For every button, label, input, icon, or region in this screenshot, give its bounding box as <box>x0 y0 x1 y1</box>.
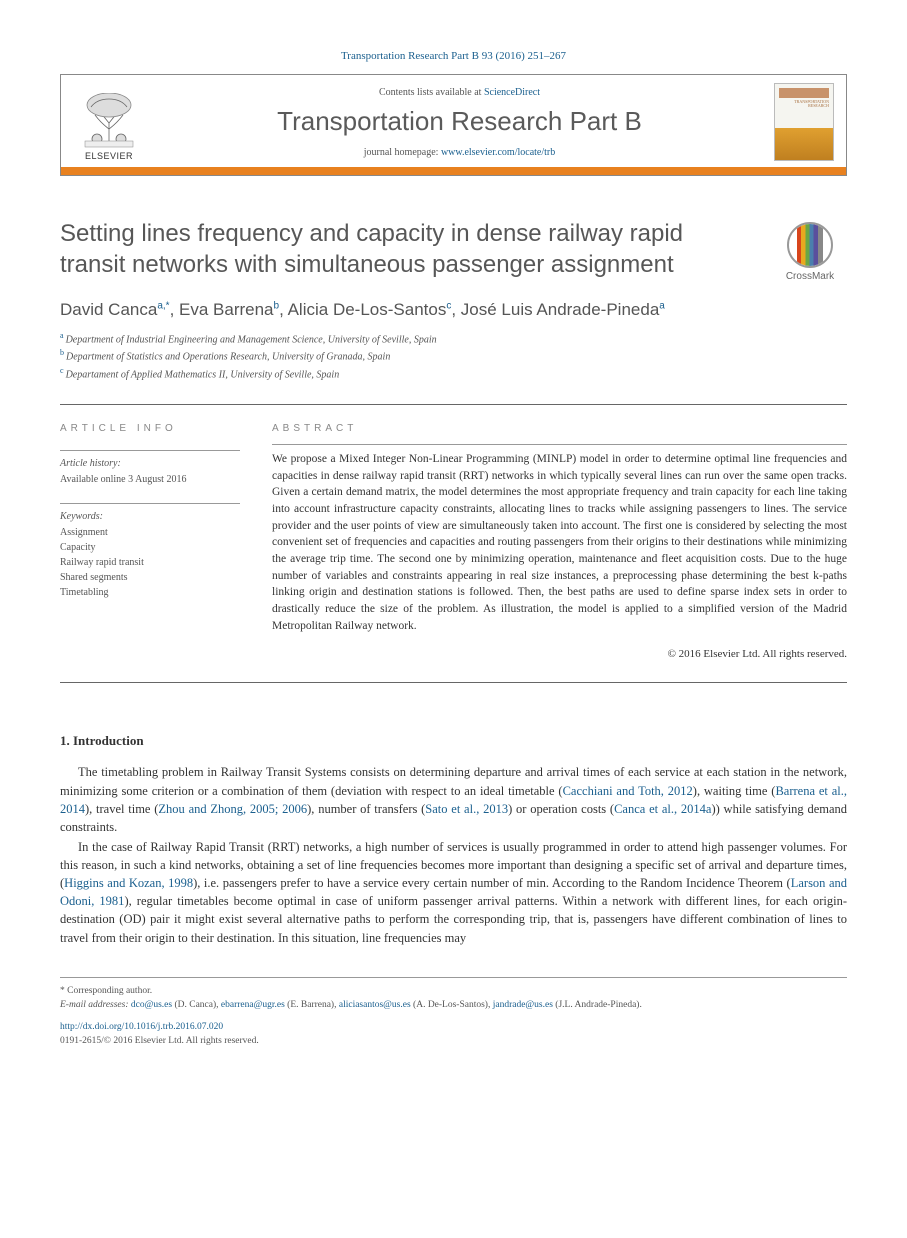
keyword: Timetabling <box>60 585 240 600</box>
author-name: Eva Barrena <box>179 300 274 319</box>
orange-accent-bar <box>61 167 846 175</box>
abstract-column: ABSTRACT We propose a Mixed Integer Non-… <box>272 423 847 660</box>
crossmark-badge[interactable]: CrossMark <box>773 222 847 282</box>
text: ), travel time ( <box>85 802 158 816</box>
homepage-prefix: journal homepage: <box>364 147 441 158</box>
journal-homepage-link[interactable]: www.elsevier.com/locate/trb <box>441 147 555 158</box>
citation-link[interactable]: Cacchiani and Toth, 2012 <box>563 784 693 798</box>
article-title: Setting lines frequency and capacity in … <box>60 218 773 280</box>
abstract-copyright: © 2016 Elsevier Ltd. All rights reserved… <box>272 648 847 660</box>
text: ), number of transfers ( <box>307 802 425 816</box>
sciencedirect-link[interactable]: ScienceDirect <box>484 87 540 98</box>
email-author-paren: (E. Barrena) <box>287 1000 334 1010</box>
keyword: Capacity <box>60 540 240 555</box>
text: ), i.e. passengers prefer to have a serv… <box>193 876 791 890</box>
author-email-link[interactable]: jandrade@us.es <box>493 1000 553 1010</box>
author-name: Alicia De-Los-Santos <box>288 300 447 319</box>
author-name: David Canca <box>60 300 157 319</box>
author-affiliation-mark: a,* <box>157 300 169 311</box>
publisher-name: ELSEVIER <box>85 151 133 161</box>
citation-link[interactable]: Higgins and Kozan, 1998 <box>64 876 193 890</box>
elsevier-tree-icon <box>79 93 139 149</box>
author-email-link[interactable]: aliciasantos@us.es <box>339 1000 411 1010</box>
author-affiliation-mark: a <box>659 300 665 311</box>
intro-paragraph-1: The timetabling problem in Railway Trans… <box>60 763 847 836</box>
text: ), regular timetables become optimal in … <box>60 894 847 944</box>
journal-cover-thumb: TRANSPORTATION RESEARCH <box>774 83 834 161</box>
contents-prefix: Contents lists available at <box>379 87 484 98</box>
contents-available-line: Contents lists available at ScienceDirec… <box>155 87 764 98</box>
email-author-paren: (D. Canca) <box>174 1000 216 1010</box>
journal-homepage-line: journal homepage: www.elsevier.com/locat… <box>155 147 764 158</box>
author-affiliation-mark: b <box>274 300 280 311</box>
author-name: José Luis Andrade-Pineda <box>461 300 659 319</box>
email-addresses-line: E-mail addresses: dco@us.es (D. Canca), … <box>60 998 847 1012</box>
affiliation-line: cDepartament of Applied Mathematics II, … <box>60 365 847 382</box>
citation-line: Transportation Research Part B 93 (2016)… <box>60 50 847 62</box>
keywords-list: AssignmentCapacityRailway rapid transitS… <box>60 525 240 600</box>
email-author-paren: (J.L. Andrade-Pineda) <box>555 1000 639 1010</box>
section-divider <box>60 682 847 683</box>
section-divider <box>60 404 847 405</box>
article-info-label: ARTICLE INFO <box>60 423 240 434</box>
intro-heading: 1. Introduction <box>60 733 847 749</box>
author-list: David Cancaa,*, Eva Barrenab, Alicia De-… <box>60 300 847 320</box>
issn-copyright-line: 0191-2615/© 2016 Elsevier Ltd. All right… <box>60 1034 847 1048</box>
abstract-label: ABSTRACT <box>272 423 847 434</box>
crossmark-label: CrossMark <box>773 271 847 282</box>
article-history-label: Article history: <box>60 450 240 471</box>
author-affiliation-mark: c <box>446 300 451 311</box>
journal-header-box: ELSEVIER Contents lists available at Sci… <box>60 74 847 176</box>
page-footer: * Corresponding author. E-mail addresses… <box>60 977 847 1049</box>
crossmark-icon <box>787 222 833 268</box>
author-email-link[interactable]: dco@us.es <box>131 1000 172 1010</box>
citation-link[interactable]: Zhou and Zhong, 2005; 2006 <box>158 802 307 816</box>
affiliation-line: bDepartment of Statistics and Operations… <box>60 347 847 364</box>
affiliation-line: aDepartment of Industrial Engineering an… <box>60 330 847 347</box>
keywords-label: Keywords: <box>60 509 240 524</box>
keyword: Railway rapid transit <box>60 555 240 570</box>
abstract-text: We propose a Mixed Integer Non-Linear Pr… <box>272 444 847 634</box>
elsevier-logo: ELSEVIER <box>73 83 145 161</box>
author-email-link[interactable]: ebarrena@ugr.es <box>221 1000 285 1010</box>
journal-name: Transportation Research Part B <box>155 106 764 137</box>
corresponding-author-note: * Corresponding author. <box>60 984 847 998</box>
citation-link[interactable]: Sato et al., 2013 <box>425 802 508 816</box>
text: ) or operation costs ( <box>508 802 614 816</box>
text: ), waiting time ( <box>693 784 776 798</box>
email-author-paren: (A. De-Los-Santos) <box>413 1000 488 1010</box>
keyword: Shared segments <box>60 570 240 585</box>
affiliations: aDepartment of Industrial Engineering an… <box>60 330 847 382</box>
intro-paragraph-2: In the case of Railway Rapid Transit (RR… <box>60 838 847 947</box>
keyword: Assignment <box>60 525 240 540</box>
email-label: E-mail addresses: <box>60 1000 131 1010</box>
article-history-text: Available online 3 August 2016 <box>60 474 186 485</box>
article-info-column: ARTICLE INFO Article history: Available … <box>60 423 240 660</box>
doi-link[interactable]: http://dx.doi.org/10.1016/j.trb.2016.07.… <box>60 1020 847 1034</box>
cover-title: TRANSPORTATION RESEARCH <box>779 100 829 109</box>
citation-link[interactable]: Canca et al., 2014a <box>614 802 711 816</box>
